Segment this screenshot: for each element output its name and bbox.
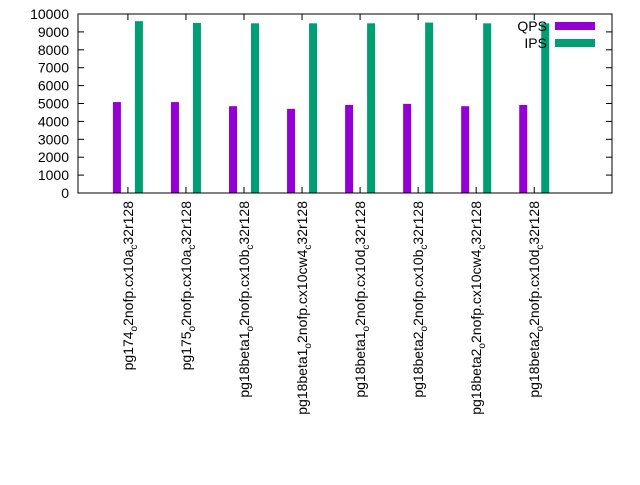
x-tick-label-4: pg18beta1o2nofp.cx10dc32r128 — [352, 201, 372, 398]
x-tick-label-part: o — [129, 325, 140, 331]
bar-ips-4 — [367, 23, 376, 194]
x-tick-label-part: c — [129, 245, 140, 250]
x-tick-label-7: pg18beta2o2nofp.cx10dc32r128 — [526, 201, 546, 398]
bars-layer — [112, 21, 550, 194]
x-axis: pg174o2nofp.cx10ac32r128pg175o2nofp.cx10… — [120, 14, 546, 415]
x-tick-label-part: pg174 — [120, 331, 136, 370]
x-tick-label-part: o — [361, 325, 372, 331]
x-tick-label-part: 2nofp.cx10b — [236, 249, 252, 325]
legend-label-qps: QPS — [517, 18, 547, 34]
legend-label-ips: IPS — [524, 35, 547, 51]
x-tick-label-part: 32r128 — [468, 201, 484, 245]
y-tick-label-9: 9000 — [38, 24, 69, 40]
x-tick-label-1: pg175o2nofp.cx10ac32r128 — [178, 201, 198, 371]
x-tick-label-part: pg175 — [178, 331, 194, 370]
x-tick-label-part: 32r128 — [120, 201, 136, 245]
x-tick-label-6: pg18beta2o2nofp.cx10cw4c32r128 — [468, 201, 488, 415]
x-tick-label-2: pg18beta1o2nofp.cx10bc32r128 — [236, 201, 256, 398]
x-tick-label-part: 32r128 — [352, 201, 368, 245]
x-tick-label-part: c — [535, 245, 546, 250]
plot-frame — [77, 13, 613, 194]
y-tick-label-2: 2000 — [38, 149, 69, 165]
x-tick-label-part: o — [477, 343, 488, 349]
bar-ips-7 — [541, 23, 550, 194]
x-tick-label-part: o — [419, 325, 430, 331]
bar-qps-2 — [229, 106, 238, 193]
y-tick-label-7: 7000 — [38, 60, 69, 76]
y-tick-label-10: 10000 — [30, 6, 69, 22]
bar-ips-3 — [309, 23, 318, 194]
x-tick-label-part: pg18beta2 — [468, 348, 484, 414]
x-tick-label-part: 32r128 — [526, 201, 542, 245]
bar-qps-1 — [170, 102, 179, 193]
y-tick-label-8: 8000 — [38, 42, 69, 58]
y-tick-label-5: 5000 — [38, 96, 69, 112]
bar-qps-6 — [461, 106, 470, 193]
x-tick-label-5: pg18beta2o2nofp.cx10bc32r128 — [410, 201, 430, 398]
bar-qps-0 — [112, 102, 121, 193]
x-tick-label-0: pg174o2nofp.cx10ac32r128 — [120, 201, 140, 371]
legend-swatch-qps — [555, 22, 595, 30]
bar-qps-7 — [519, 104, 528, 193]
bar-qps-3 — [287, 108, 296, 193]
x-tick-label-part: 2nofp.cx10cw4 — [294, 249, 310, 343]
y-tick-label-0: 0 — [61, 185, 69, 201]
x-tick-label-part: o — [535, 325, 546, 331]
y-tick-label-3: 3000 — [38, 131, 69, 147]
x-tick-label-part: c — [361, 245, 372, 250]
x-tick-label-part: c — [187, 245, 198, 250]
x-tick-label-part: 32r128 — [294, 201, 310, 245]
bar-qps-4 — [345, 104, 354, 193]
x-tick-label-part: 32r128 — [178, 201, 194, 245]
x-tick-label-part: 2nofp.cx10cw4 — [468, 249, 484, 343]
x-tick-label-part: c — [303, 245, 314, 250]
x-tick-label-part: 32r128 — [410, 201, 426, 245]
x-tick-label-part: o — [303, 343, 314, 349]
y-tick-label-1: 1000 — [38, 167, 69, 183]
x-tick-label-part: 2nofp.cx10d — [526, 250, 542, 326]
x-tick-label-3: pg18beta1o2nofp.cx10cw4c32r128 — [294, 201, 314, 415]
x-tick-label-part: o — [245, 325, 256, 331]
x-tick-label-part: 2nofp.cx10a — [120, 249, 136, 325]
x-tick-label-part: pg18beta2 — [410, 331, 426, 397]
x-tick-label-part: 32r128 — [236, 201, 252, 245]
x-tick-label-part: pg18beta1 — [294, 348, 310, 414]
legend-swatch-ips — [555, 39, 595, 47]
y-tick-label-4: 4000 — [38, 113, 69, 129]
x-tick-label-part: o — [187, 325, 198, 331]
bar-ips-6 — [483, 23, 492, 194]
x-tick-label-part: 2nofp.cx10d — [352, 250, 368, 326]
y-tick-label-6: 6000 — [38, 78, 69, 94]
x-tick-label-part: 2nofp.cx10b — [410, 249, 426, 325]
x-tick-label-part: c — [419, 245, 430, 250]
bar-ips-1 — [192, 22, 201, 194]
bar-ips-2 — [251, 23, 260, 194]
bar-ips-0 — [134, 21, 143, 193]
x-tick-label-part: c — [477, 245, 488, 250]
bar-qps-5 — [403, 103, 412, 193]
x-tick-label-part: 2nofp.cx10a — [178, 249, 194, 325]
x-tick-label-part: pg18beta1 — [236, 331, 252, 397]
x-tick-label-part: pg18beta1 — [352, 331, 368, 397]
x-tick-label-part: pg18beta2 — [526, 331, 542, 397]
x-tick-label-part: c — [245, 245, 256, 250]
bar-ips-5 — [425, 22, 434, 194]
